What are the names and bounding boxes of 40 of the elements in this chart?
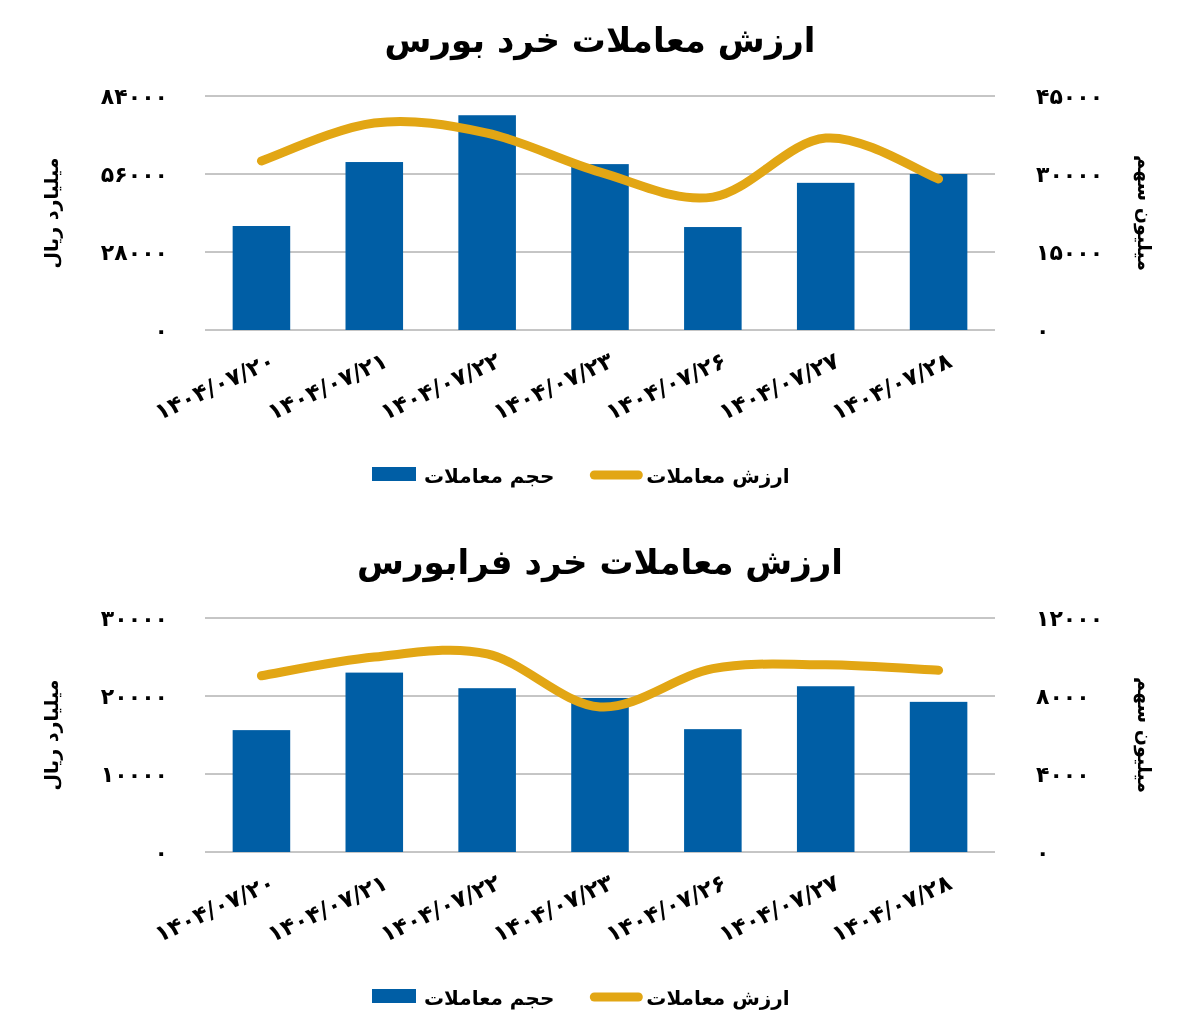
bar [684,227,742,330]
bar [458,115,516,330]
bar [571,697,629,852]
y-axis-title: میلیارد ریال [40,157,63,269]
bar [571,164,629,330]
y2-axis-title: میلیون سهم [1133,677,1156,793]
y-tick-label: ۱۰۰۰۰ [100,762,168,787]
y2-tick-label: ۰ [1036,840,1050,865]
y-tick-label: ۲۰۰۰۰ [100,684,168,709]
y2-tick-label: ۸۰۰۰ [1036,684,1090,709]
legend-label: حجم معاملات [424,986,555,1010]
y-axis-title: میلیارد ریال [40,679,63,791]
y2-tick-label: ۱۵۰۰۰ [1036,240,1104,265]
legend-label: ارزش معاملات [646,464,790,488]
bar [232,226,291,330]
chart-title: ارزش معاملات خرد فرابورس [356,542,844,583]
y-tick-label: ۸۴۰۰۰ [100,84,168,109]
y-tick-label: ۰ [154,318,168,343]
bar [909,701,968,852]
bar [345,672,404,852]
legend-label: ارزش معاملات [646,986,790,1010]
bar [796,182,855,330]
y-tick-label: ۳۰۰۰۰ [100,606,168,631]
y2-axis-title: میلیون سهم [1133,155,1156,271]
bar [458,688,516,852]
legend-label: حجم معاملات [424,464,555,488]
y2-tick-label: ۴۵۰۰۰ [1036,84,1104,109]
bar [796,686,855,852]
y2-tick-label: ۰ [1036,318,1050,343]
y-tick-label: ۰ [154,840,168,865]
bar [232,730,291,852]
y-tick-label: ۵۶۰۰۰ [100,162,168,187]
bar [909,174,968,330]
y-tick-label: ۲۸۰۰۰ [100,240,168,265]
y2-tick-label: ۱۲۰۰۰ [1036,606,1104,631]
bar [684,729,742,852]
y2-tick-label: ۳۰۰۰۰ [1036,162,1104,187]
bar [345,162,404,330]
chart-title: ارزش معاملات خرد بورس [384,20,816,61]
y2-tick-label: ۴۰۰۰ [1036,762,1090,787]
